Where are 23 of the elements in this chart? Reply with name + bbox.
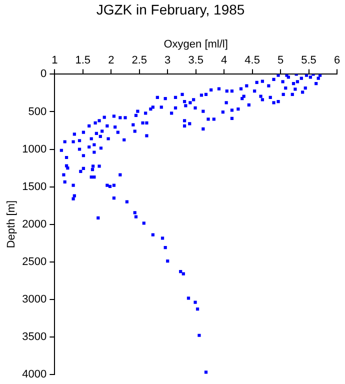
y-tick-label: 3000 — [22, 293, 47, 306]
y-tick-label: 2000 — [22, 218, 47, 230]
x-axis-title: Oxygen [ml/l] — [164, 38, 228, 50]
y-tick-label: 1500 — [22, 180, 47, 193]
x-tick-label: 1 — [52, 54, 58, 67]
y-tick-label: 4000 — [22, 368, 47, 380]
x-tick-label: 4 — [221, 54, 228, 67]
x-tick-label: 1.5 — [75, 54, 91, 67]
x-tick-label: 2 — [108, 54, 114, 67]
y-tick-label: 2500 — [22, 256, 47, 268]
y-tick-label: 3500 — [22, 330, 47, 343]
x-tick-label: 4.5 — [244, 54, 260, 67]
x-tick-label: 5.5 — [301, 54, 316, 67]
x-tick-label: 3.5 — [188, 54, 204, 67]
x-tick-label: 5 — [277, 54, 284, 67]
y-tick-label: 1000 — [22, 143, 47, 156]
y-axis-title: Depth [m] — [6, 200, 18, 248]
y-tick-label: 0 — [40, 68, 47, 80]
y-tick-label: 500 — [28, 106, 47, 118]
x-tick-label: 6 — [334, 54, 340, 67]
x-tick-label: 2.5 — [132, 54, 148, 67]
chart-title: JGZK in February, 1985 — [96, 1, 245, 18]
x-tick-label: 3 — [164, 54, 171, 67]
